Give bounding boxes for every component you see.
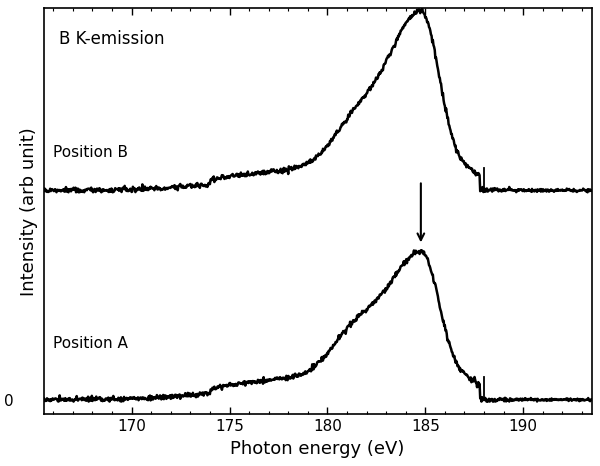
Text: B K-emission: B K-emission [59,30,164,48]
X-axis label: Photon energy (eV): Photon energy (eV) [230,439,405,458]
Text: 0: 0 [4,394,13,409]
Y-axis label: Intensity (arb unit): Intensity (arb unit) [20,127,38,295]
Text: Position B: Position B [53,145,128,160]
Text: Position A: Position A [53,336,128,351]
